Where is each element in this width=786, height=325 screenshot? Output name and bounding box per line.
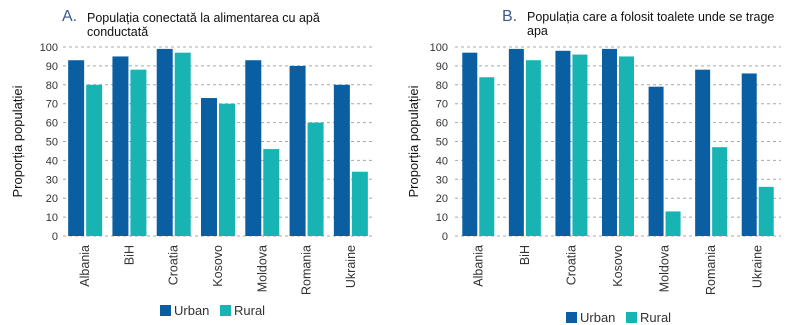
bar-rural-croatia	[174, 52, 191, 236]
x-tick-label: Albania	[78, 245, 92, 287]
bar-rural-kosovo	[619, 56, 634, 237]
y-tick-label: 60	[46, 118, 58, 130]
bar-rural-bih	[130, 69, 147, 237]
x-tick-label: BiH	[518, 245, 532, 265]
x-tick-label: Moldova	[658, 245, 672, 292]
y-tick-label: 20	[46, 193, 58, 205]
bar-rural-croatia	[572, 54, 588, 237]
y-tick-label: 40	[436, 155, 448, 167]
x-tick-label: Croatia	[564, 245, 578, 285]
x-tick-label: Romania	[704, 245, 718, 295]
chart-a-letter: A.	[62, 8, 77, 25]
y-axis-label: Proporția populației	[406, 85, 421, 197]
x-tick-label: Moldova	[255, 245, 269, 292]
bar-urban-romania	[289, 65, 306, 237]
bar-rural-ukraine	[351, 171, 368, 236]
y-tick-label: 30	[46, 174, 58, 186]
y-tick-label: 80	[436, 80, 448, 92]
x-tick-label: Romania	[300, 245, 314, 295]
y-tick-label: 70	[436, 99, 448, 111]
y-tick-label: 0	[52, 231, 58, 243]
bar-rural-kosovo	[219, 103, 235, 236]
y-tick-label: 50	[436, 137, 448, 149]
bar-urban-ukraine	[333, 84, 350, 236]
bar-rural-moldova	[263, 149, 280, 236]
bar-rural-romania	[712, 147, 728, 236]
bar-rural-albania	[86, 84, 103, 236]
bar-rural-ukraine	[758, 186, 774, 236]
bar-urban-bih	[112, 56, 129, 237]
x-tick-label: Ukraine	[751, 245, 765, 288]
y-tick-label: 90	[436, 61, 448, 73]
y-tick-label: 90	[46, 61, 58, 73]
chart-b-title-line: Populația care a folosit toalete unde se…	[527, 10, 774, 24]
y-tick-label: 40	[46, 155, 58, 167]
y-tick-label: 50	[46, 137, 58, 149]
chart-b-title-line: apa	[527, 24, 548, 38]
bar-urban-croatia	[555, 50, 571, 236]
y-axis-label: Proporția populației	[10, 85, 25, 197]
bar-urban-kosovo	[602, 48, 617, 236]
x-tick-label: Kosovo	[211, 245, 225, 287]
bar-urban-moldova	[245, 60, 262, 237]
legend-swatch-rural	[220, 305, 231, 316]
bar-urban-croatia	[156, 48, 173, 236]
legend-swatch-rural	[626, 312, 637, 323]
y-tick-label: 100	[430, 42, 448, 54]
bar-rural-moldova	[665, 211, 681, 236]
x-tick-label: Kosovo	[611, 245, 625, 287]
y-tick-label: 100	[40, 42, 58, 54]
legend-label-urban: Urban	[174, 303, 209, 318]
y-tick-label: 30	[436, 174, 448, 186]
chart-a-title-line: conductată	[87, 25, 148, 39]
y-tick-label: 60	[436, 118, 448, 130]
bar-urban-ukraine	[741, 73, 757, 237]
y-tick-label: 80	[46, 80, 58, 92]
legend-label-urban: Urban	[580, 310, 615, 325]
y-tick-label: 0	[442, 231, 448, 243]
y-tick-label: 20	[436, 193, 448, 205]
x-tick-label: Ukraine	[344, 245, 358, 288]
legend-label-rural: Rural	[640, 310, 671, 325]
legend-swatch-urban	[566, 312, 577, 323]
bar-urban-romania	[695, 69, 711, 237]
bar-rural-romania	[307, 122, 324, 236]
y-tick-label: 10	[436, 212, 448, 224]
legend-label-rural: Rural	[234, 303, 265, 318]
bar-rural-albania	[479, 77, 495, 237]
y-tick-label: 70	[46, 99, 58, 111]
y-tick-label: 10	[46, 212, 58, 224]
bar-urban-albania	[68, 60, 85, 237]
x-tick-label: Croatia	[167, 245, 181, 285]
bar-rural-bih	[525, 60, 541, 237]
bar-urban-moldova	[648, 86, 664, 236]
x-tick-label: BiH	[122, 245, 136, 265]
chart-a-title-line: Populația conectată la alimentarea cu ap…	[87, 11, 320, 25]
bar-urban-kosovo	[201, 98, 217, 236]
legend-swatch-urban	[160, 305, 171, 316]
bar-urban-bih	[508, 48, 524, 236]
x-tick-label: Albania	[471, 245, 485, 287]
chart-b-letter: B.	[502, 8, 517, 25]
bar-urban-albania	[462, 52, 478, 236]
